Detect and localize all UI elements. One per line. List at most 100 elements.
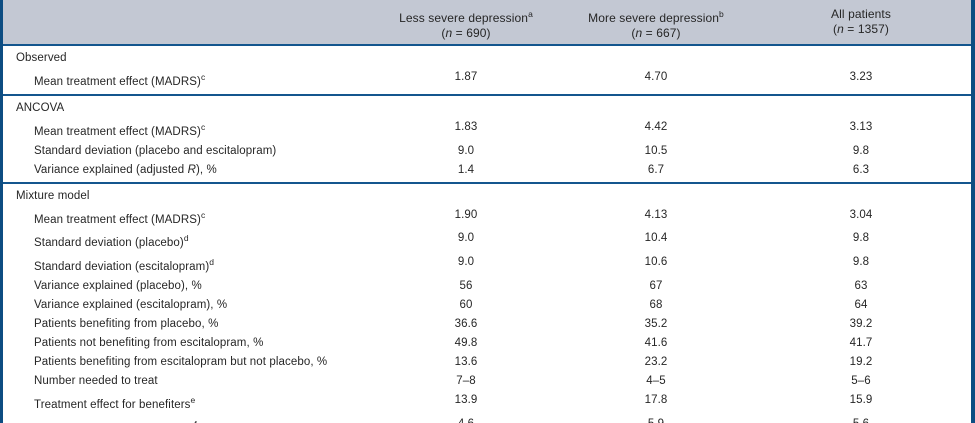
row-label: Variance explained (adjusted R), % xyxy=(34,163,217,176)
cell-value: 9.0 xyxy=(457,144,475,157)
table-row: Treatment effect for benefiterse 13.9 17.8… xyxy=(3,391,971,415)
table-row: Variance explained (escitalopram), % 60 68… xyxy=(3,296,971,315)
table-row: Patients not benefiting from escitalopra… xyxy=(3,334,971,353)
cell-value: 35.2 xyxy=(644,318,668,331)
cell-value: 36.6 xyxy=(454,318,478,331)
cell-value: 9.8 xyxy=(852,144,870,157)
table-row: Standard deviation (placebo and escitalo… xyxy=(3,142,971,161)
table-row: Standard deviation (escitalopram)d 9.0 10.… xyxy=(3,253,971,277)
footnote-marker: c xyxy=(200,209,206,220)
cell-value: 4.42 xyxy=(644,120,668,133)
column-title: More severe depressionb xyxy=(588,9,724,25)
cell-value: 10.6 xyxy=(644,256,668,269)
column-header: Less severe depressiona (n = 690) xyxy=(371,7,561,41)
cell-value: 9.0 xyxy=(457,256,475,269)
row-label: Treatment effect for benefiterse xyxy=(34,395,196,411)
row-label: Patients not benefiting from escitalopra… xyxy=(34,337,264,350)
cell-value: 13.6 xyxy=(454,356,478,369)
cell-value: 7–8 xyxy=(456,375,476,388)
row-label: Standard deviation (placebo and escitalo… xyxy=(34,144,277,157)
table-row: Mean treatment effect (MADRS)c 1.90 4.13 3.… xyxy=(3,206,971,230)
cell-value: 9.0 xyxy=(457,232,475,245)
cell-value: 3.13 xyxy=(849,120,873,133)
row-label: Variance explained (placebo), % xyxy=(34,280,202,293)
cell-value: 23.2 xyxy=(644,356,668,369)
footnote-marker: d xyxy=(209,257,215,268)
cell-value: 19.2 xyxy=(849,356,873,369)
column-header: More severe depressionb (n = 667) xyxy=(561,7,751,41)
row-label: Patients benefiting from placebo, % xyxy=(34,318,219,331)
section-title: Observed xyxy=(16,52,67,64)
cell-value: 60 xyxy=(459,299,473,312)
column-n: (n = 667) xyxy=(631,26,681,40)
cell-value: 41.6 xyxy=(644,337,668,350)
cell-value: 6.7 xyxy=(647,163,665,176)
cell-value: 3.04 xyxy=(849,208,873,221)
row-label: Patients benefiting from escitalopram bu… xyxy=(34,356,328,369)
cell-value: 1.87 xyxy=(454,71,478,83)
cell-value: 68 xyxy=(649,299,663,312)
footnote-marker: d xyxy=(183,233,189,244)
cell-value: 64 xyxy=(854,299,868,312)
footnote-marker: c xyxy=(200,72,206,82)
row-label: Standard deviation (benefiters)f xyxy=(3,415,371,423)
cell-value: 5.6 xyxy=(751,415,971,423)
cell-value: 10.4 xyxy=(644,232,668,245)
cell-value: 67 xyxy=(649,280,663,293)
table-row: Standard deviation (benefiters)f4.65.95.… xyxy=(3,415,971,423)
footnote-marker: e xyxy=(190,395,196,406)
cell-value: 4.6 xyxy=(371,415,561,423)
cell-value: 3.23 xyxy=(849,71,873,83)
row-label: Number needed to treat xyxy=(34,375,158,388)
table-section: Mixture model Mean treatment effect (MADR… xyxy=(3,184,971,423)
cell-value: 1.90 xyxy=(454,208,478,221)
cell-value: 4–5 xyxy=(646,375,666,388)
table-section: ANCOVA Mean treatment effect (MADRS)c 1.83… xyxy=(3,96,971,184)
section-title: Mixture model xyxy=(16,189,90,202)
footnote-marker: c xyxy=(200,121,206,132)
column-n: (n = 1357) xyxy=(832,22,890,36)
table-row: Patients benefiting from placebo, % 36.6 3… xyxy=(3,315,971,334)
table-row: Variance explained (adjusted R), % 1.4 6.7… xyxy=(3,161,971,180)
cell-value: 10.5 xyxy=(644,144,668,157)
cell-value: 9.8 xyxy=(852,256,870,269)
column-title: All patients xyxy=(831,7,891,21)
table-row: Mean treatment effect (MADRS)c 1.83 4.42 3.… xyxy=(3,118,971,142)
cell-value: 49.8 xyxy=(454,337,478,350)
row-label: Standard deviation (placebo)d xyxy=(34,233,189,250)
cell-value: 41.7 xyxy=(849,337,873,350)
cell-value: 5.9 xyxy=(561,415,751,423)
cell-value: 4.13 xyxy=(644,208,668,221)
table-row: Variance explained (placebo), % 56 67 63 xyxy=(3,277,971,296)
column-title: Less severe depressiona xyxy=(399,9,533,25)
section-title: ANCOVA xyxy=(16,101,65,114)
cell-value: 5–6 xyxy=(851,375,871,388)
cell-value: 39.2 xyxy=(849,318,873,331)
table-row: Standard deviation (placebo)d 9.0 10.4 9.8 xyxy=(3,229,971,253)
cell-value: 15.9 xyxy=(849,394,873,407)
table-row: Number needed to treat 7–8 4–5 5–6 xyxy=(3,372,971,391)
footnote-marker: f xyxy=(194,419,196,423)
cell-value: 9.8 xyxy=(852,232,870,245)
column-header: All patients (n = 1357) xyxy=(751,7,971,37)
cell-value: 56 xyxy=(459,280,473,293)
row-label: Standard deviation (escitalopram)d xyxy=(34,257,215,274)
cell-value: 1.4 xyxy=(457,163,475,176)
footnote-marker: b xyxy=(719,9,724,19)
row-label: Variance explained (escitalopram), % xyxy=(34,299,228,312)
cell-value: 63 xyxy=(854,280,868,293)
row-label: Mean treatment effect (MADRS)c xyxy=(34,72,206,88)
cell-value: 17.8 xyxy=(644,394,668,407)
column-n: (n = 690) xyxy=(441,26,491,40)
footnote-marker: a xyxy=(528,9,533,19)
table-header-row: Less severe depressiona (n = 690) More sev… xyxy=(3,0,971,46)
cell-value: 6.3 xyxy=(852,163,870,176)
row-label: Mean treatment effect (MADRS)c xyxy=(34,209,206,226)
cell-value: 4.70 xyxy=(644,71,668,83)
table-row: Mean treatment effect (MADRS)c 1.87 4.70 3.… xyxy=(3,68,971,92)
row-label: Mean treatment effect (MADRS)c xyxy=(34,121,206,138)
table-section: Observed Mean treatment effect (MADRS)c 1.… xyxy=(3,46,971,96)
cell-value: 1.83 xyxy=(454,120,478,133)
cell-value: 13.9 xyxy=(454,394,478,407)
